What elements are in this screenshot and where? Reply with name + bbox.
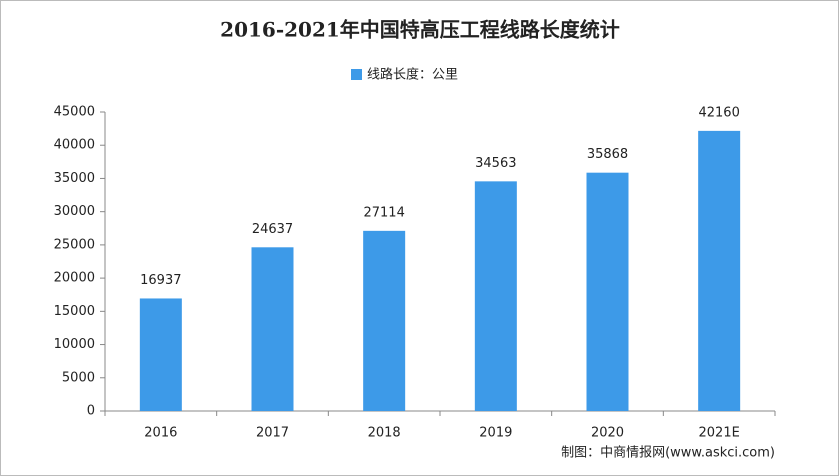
y-tick-label: 20000 <box>54 271 95 286</box>
bar <box>586 172 629 411</box>
bar <box>251 247 294 411</box>
data-label: 24637 <box>252 222 293 237</box>
legend-label: 线路长度：公里 <box>367 67 458 83</box>
source-note: 制图：中商情报网(www.askci.com) <box>561 446 775 461</box>
bar <box>698 130 741 411</box>
y-tick-label: 25000 <box>54 237 95 252</box>
x-tick-label: 2019 <box>479 426 512 441</box>
data-label: 42160 <box>698 105 739 120</box>
y-tick-label: 35000 <box>54 171 95 186</box>
x-tick-label: 2021E <box>699 426 740 441</box>
data-label: 34563 <box>475 156 516 171</box>
y-tick-label: 0 <box>87 404 95 419</box>
bar <box>363 230 406 411</box>
y-tick-label: 5000 <box>62 370 95 385</box>
y-tick-label: 30000 <box>54 204 95 219</box>
x-tick-label: 2020 <box>591 426 624 441</box>
x-tick-label: 2018 <box>368 426 401 441</box>
data-label: 16937 <box>140 273 181 288</box>
bar <box>139 298 182 411</box>
y-tick-label: 45000 <box>54 105 95 120</box>
data-label: 27114 <box>363 205 404 220</box>
x-tick-label: 2017 <box>256 426 289 441</box>
legend-swatch <box>351 69 362 80</box>
y-tick-label: 40000 <box>54 138 95 153</box>
x-tick-label: 2016 <box>144 426 177 441</box>
y-tick-label: 10000 <box>54 337 95 352</box>
y-tick-label: 15000 <box>54 304 95 319</box>
data-label: 35868 <box>587 147 628 162</box>
bar <box>474 181 517 411</box>
chart-title: 2016-2021年中国特高压工程线路长度统计 <box>220 18 620 42</box>
